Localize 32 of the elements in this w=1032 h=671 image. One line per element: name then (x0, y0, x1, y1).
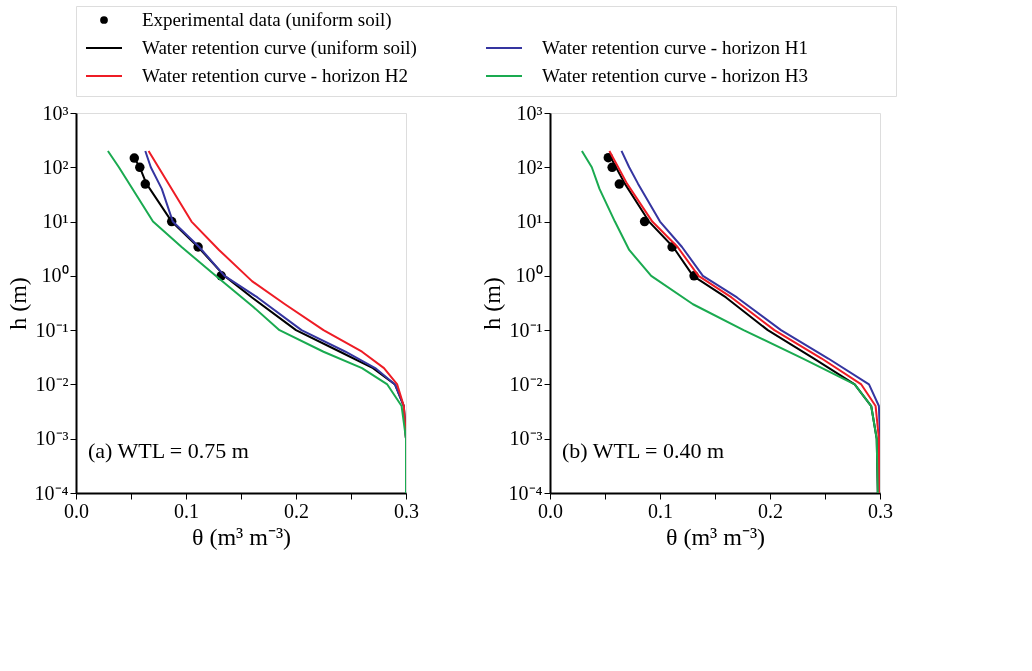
x-tick-label: 0.3 (868, 499, 893, 522)
y-tick-label: 10⁻³ (509, 427, 543, 450)
y-tick-label: 10² (516, 155, 543, 178)
x-tick-label: 0.1 (648, 499, 673, 522)
annotation: (b) WTL = 0.40 m (562, 438, 725, 463)
y-tick-label: 10⁰ (41, 264, 69, 287)
y-tick-label: 10² (42, 155, 69, 178)
y-tick-label: 10⁰ (515, 264, 543, 287)
x-tick-label: 0.1 (174, 499, 199, 522)
y-tick-label: 10¹ (42, 210, 69, 233)
legend-label: Experimental data (uniform soil) (142, 9, 392, 31)
x-tick-label: 0.3 (394, 499, 419, 522)
x-axis-title: θ (m³ m⁻³) (665, 523, 766, 550)
x-axis-title: θ (m³ m⁻³) (191, 523, 292, 550)
annotation: (a) WTL = 0.75 m (88, 438, 249, 463)
x-tick-label: 0.2 (758, 499, 783, 522)
legend-label: Water retention curve - horizon H1 (542, 37, 808, 58)
y-tick-label: 10⁻³ (35, 427, 69, 450)
point (614, 179, 625, 189)
y-tick-label: 10¹ (516, 210, 543, 233)
legend-label: Water retention curve - horizon H3 (542, 65, 808, 86)
y-tick-label: 10³ (516, 101, 543, 124)
legend-label: Water retention curve (uniform soil) (142, 37, 417, 59)
x-tick-label: 0.2 (284, 499, 309, 522)
y-tick-label: 10⁻² (509, 372, 543, 395)
y-tick-label: 10⁻¹ (509, 318, 543, 341)
legend-label: Water retention curve - horizon H2 (142, 65, 408, 86)
y-tick-label: 10⁻¹ (35, 318, 69, 341)
y-axis-title: h (m) (478, 277, 505, 330)
y-tick-label: 10³ (42, 101, 69, 124)
y-axis-title: h (m) (4, 277, 31, 330)
y-tick-label: 10⁻² (35, 372, 69, 395)
